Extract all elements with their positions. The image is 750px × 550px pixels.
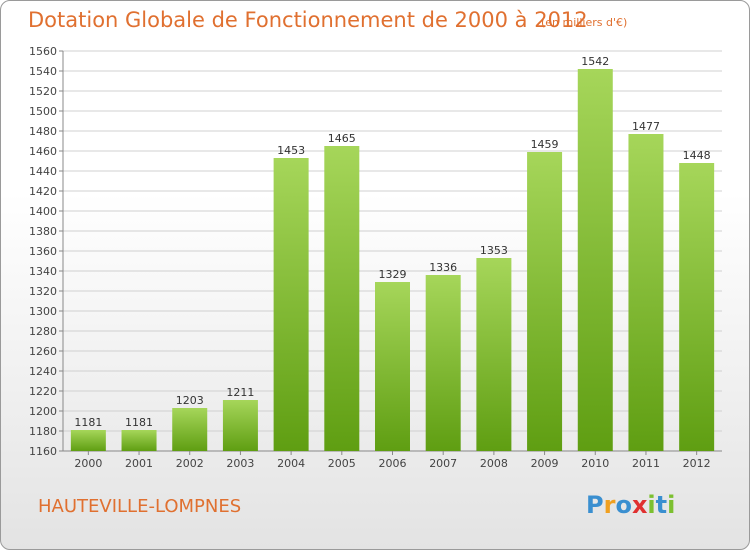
bar-value-label: 1181 xyxy=(74,416,102,429)
bar-value-label: 1353 xyxy=(480,244,508,257)
bar-value-label: 1336 xyxy=(429,261,457,274)
bar xyxy=(679,163,715,451)
x-tick-label: 2000 xyxy=(74,457,102,470)
x-tick-label: 2002 xyxy=(176,457,204,470)
y-tick-label: 1560 xyxy=(29,45,57,58)
y-tick-label: 1360 xyxy=(29,245,57,258)
logo-letter: x xyxy=(631,491,648,519)
y-tick-label: 1300 xyxy=(29,305,57,318)
y-tick-label: 1280 xyxy=(29,325,57,338)
chart-title: Dotation Globale de Fonctionnement de 20… xyxy=(28,8,588,32)
bar xyxy=(121,430,157,451)
bar xyxy=(476,258,512,451)
x-tick-label: 2010 xyxy=(581,457,609,470)
y-tick-label: 1180 xyxy=(29,425,57,438)
bar xyxy=(70,430,106,451)
y-tick-label: 1260 xyxy=(29,345,57,358)
bar-value-label: 1542 xyxy=(581,55,609,68)
x-tick-label: 2008 xyxy=(480,457,508,470)
y-tick-label: 1420 xyxy=(29,185,57,198)
bar xyxy=(577,69,613,451)
y-tick-label: 1320 xyxy=(29,285,57,298)
y-tick-label: 1460 xyxy=(29,145,57,158)
y-tick-label: 1480 xyxy=(29,125,57,138)
bar xyxy=(222,400,258,451)
y-tick-label: 1340 xyxy=(29,265,57,278)
logo-letter: r xyxy=(603,491,616,519)
proxiti-logo: Proxiti xyxy=(586,491,675,519)
x-tick-label: 2012 xyxy=(683,457,711,470)
bar xyxy=(375,282,410,451)
y-tick-label: 1200 xyxy=(29,405,57,418)
bar-value-label: 1453 xyxy=(277,144,305,157)
bar-value-label: 1211 xyxy=(226,386,254,399)
chart-subtitle: (en milliers d'€) xyxy=(541,16,628,29)
bar xyxy=(324,146,360,451)
bar-value-label: 1465 xyxy=(328,132,356,145)
logo-letter: i xyxy=(647,491,656,519)
logo-letter: o xyxy=(615,491,632,519)
bar xyxy=(628,134,664,451)
y-tick-label: 1240 xyxy=(29,365,57,378)
logo-letter: P xyxy=(586,491,604,519)
x-tick-label: 2004 xyxy=(277,457,305,470)
bar xyxy=(425,275,461,451)
y-tick-label: 1400 xyxy=(29,205,57,218)
y-tick-label: 1380 xyxy=(29,225,57,238)
x-tick-label: 2007 xyxy=(429,457,457,470)
bar-value-label: 1329 xyxy=(379,268,407,281)
y-tick-label: 1160 xyxy=(29,445,57,458)
bar xyxy=(172,408,208,451)
bar-value-label: 1448 xyxy=(683,149,711,162)
x-tick-label: 2011 xyxy=(632,457,660,470)
x-tick-label: 2005 xyxy=(328,457,356,470)
x-tick-label: 2006 xyxy=(379,457,407,470)
y-tick-label: 1220 xyxy=(29,385,57,398)
x-tick-label: 2003 xyxy=(226,457,254,470)
bar-value-label: 1459 xyxy=(531,138,559,151)
y-tick-label: 1500 xyxy=(29,105,57,118)
bar-value-label: 1203 xyxy=(176,394,204,407)
x-tick-label: 2001 xyxy=(125,457,153,470)
bar xyxy=(273,158,309,451)
bar xyxy=(527,152,563,451)
y-tick-label: 1440 xyxy=(29,165,57,178)
bar-value-label: 1477 xyxy=(632,120,660,133)
logo-letter: i xyxy=(667,491,676,519)
bar-value-label: 1181 xyxy=(125,416,153,429)
x-tick-label: 2009 xyxy=(531,457,559,470)
y-tick-label: 1520 xyxy=(29,85,57,98)
logo-letter: t xyxy=(655,491,668,519)
y-tick-label: 1540 xyxy=(29,65,57,78)
commune-name: HAUTEVILLE-LOMPNES xyxy=(38,496,242,517)
